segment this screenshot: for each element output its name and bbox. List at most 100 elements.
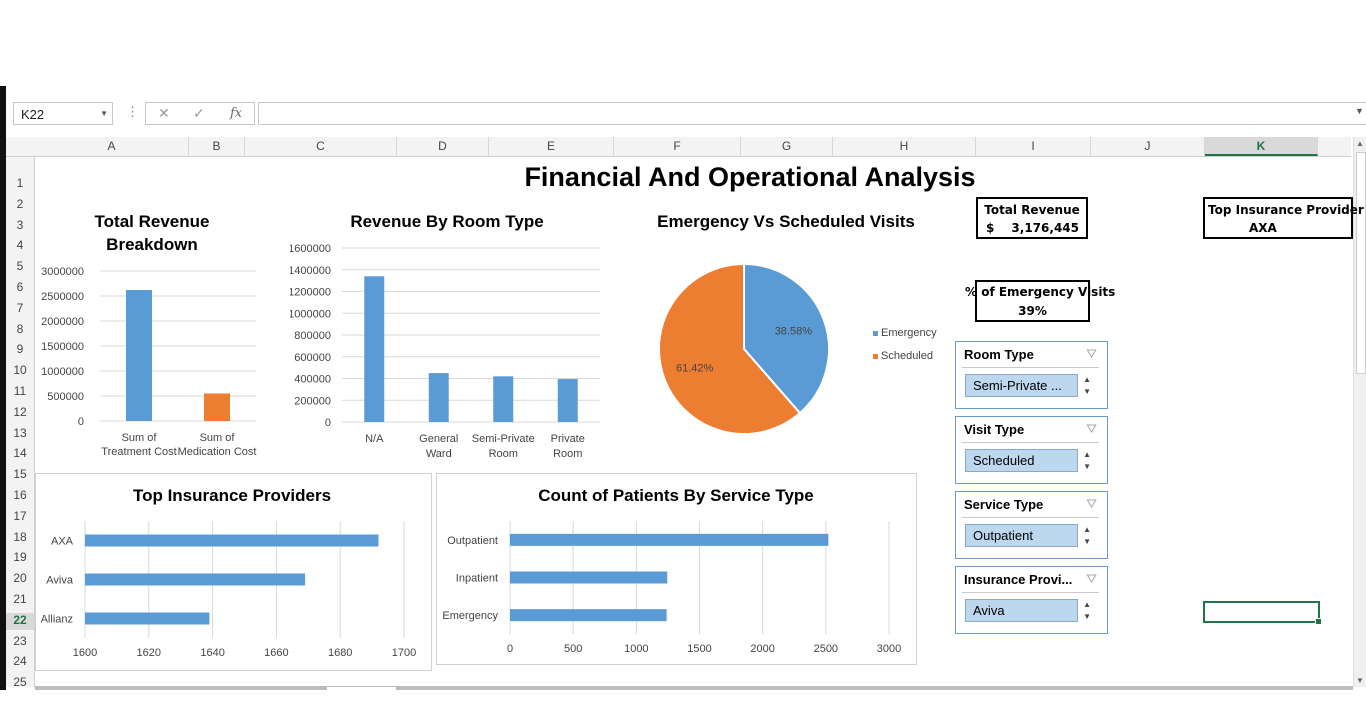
row-header-3[interactable]: 3 bbox=[16, 217, 24, 232]
row-header-14[interactable]: 14 bbox=[13, 446, 27, 461]
bar bbox=[126, 290, 152, 421]
kpi-top-insurance-value: AXA bbox=[1249, 221, 1277, 235]
window-edge bbox=[0, 86, 6, 690]
row-header-2[interactable]: 2 bbox=[16, 196, 24, 211]
cancel-icon[interactable]: ✕ bbox=[158, 105, 170, 121]
row-header-11[interactable]: 11 bbox=[13, 384, 27, 398]
slicer-item[interactable]: Outpatient bbox=[965, 524, 1078, 547]
kpi-total-revenue-label: Total Revenue bbox=[984, 203, 1080, 217]
row-header-25[interactable]: 25 bbox=[13, 675, 27, 690]
scroll-down-icon[interactable]: ▼ bbox=[1083, 462, 1091, 471]
column-header-h[interactable]: H bbox=[833, 137, 976, 156]
row-header-12[interactable]: 12 bbox=[13, 404, 27, 419]
column-header-i[interactable]: I bbox=[976, 137, 1091, 156]
insert-function-icon[interactable]: fx bbox=[230, 106, 243, 121]
clear-filter-icon[interactable]: ⛛ bbox=[1086, 571, 1097, 586]
y-tick-label: 1000000 bbox=[41, 366, 84, 378]
chart-panel-service bbox=[436, 473, 917, 665]
scroll-thumb[interactable] bbox=[1356, 152, 1366, 374]
column-header-k[interactable]: K bbox=[1205, 137, 1318, 156]
formula-input[interactable] bbox=[258, 102, 1366, 125]
scroll-up-icon[interactable]: ▲ bbox=[1083, 525, 1091, 534]
bar bbox=[428, 373, 449, 422]
row-header-10[interactable]: 10 bbox=[13, 363, 27, 378]
row-header-15[interactable]: 15 bbox=[13, 467, 27, 482]
row-header-9[interactable]: 9 bbox=[16, 342, 24, 357]
column-header-g[interactable]: G bbox=[741, 137, 833, 156]
row-header-5[interactable]: 5 bbox=[16, 259, 24, 274]
row-header-20[interactable]: 20 bbox=[13, 571, 27, 586]
row-header-22[interactable]: 22 bbox=[6, 612, 34, 630]
row-header-17[interactable]: 17 bbox=[13, 508, 27, 523]
clear-filter-icon[interactable]: ⛛ bbox=[1086, 421, 1097, 436]
y-tick-label: 1200000 bbox=[290, 287, 331, 299]
row-header-23[interactable]: 23 bbox=[13, 633, 27, 648]
chevron-down-icon[interactable]: ▼ bbox=[100, 109, 108, 118]
formula-bar-grip[interactable]: ⋮ bbox=[126, 104, 139, 119]
row-header-6[interactable]: 6 bbox=[16, 280, 24, 294]
row-header-bar: 1 2 3 4 5 6 7 8 9 10 11 12 13 14 15 16 17 18 19 20 21 22 23 24 2… bbox=[6, 157, 35, 689]
bar bbox=[85, 612, 210, 625]
scroll-down-icon[interactable]: ▼ bbox=[1083, 537, 1091, 546]
sheet-tabs-area[interactable] bbox=[35, 687, 327, 690]
row-header-8[interactable]: 8 bbox=[16, 321, 24, 336]
category-label: Ward bbox=[426, 448, 452, 460]
scroll-up-icon[interactable]: ▲ bbox=[1083, 375, 1091, 384]
row-header-13[interactable]: 13 bbox=[13, 425, 27, 440]
row-header-21[interactable]: 21 bbox=[13, 592, 27, 606]
column-header-j[interactable]: J bbox=[1091, 137, 1205, 156]
x-tick-label: 1600 bbox=[73, 647, 97, 659]
x-tick-label: 2500 bbox=[814, 643, 838, 655]
vertical-scrollbar[interactable]: ▲ ▼ bbox=[1353, 137, 1366, 687]
row-header-24[interactable]: 24 bbox=[13, 654, 27, 669]
pie-slice bbox=[743, 262, 830, 415]
category-label: AXA bbox=[51, 536, 74, 548]
pie-slice bbox=[658, 262, 802, 435]
bar bbox=[510, 533, 829, 546]
slicer-item[interactable]: Aviva bbox=[965, 599, 1078, 622]
scroll-up-icon[interactable]: ▲ bbox=[1083, 600, 1091, 609]
row-header-7[interactable]: 7 bbox=[16, 300, 24, 315]
kpi-total-revenue-value: 3,176,445 bbox=[1011, 221, 1079, 235]
slicer-divider bbox=[962, 367, 1099, 368]
slicer-item[interactable]: Semi-Private ... bbox=[965, 374, 1078, 397]
row-header-4[interactable]: 4 bbox=[16, 238, 24, 253]
scroll-up-icon[interactable]: ▲ bbox=[1083, 450, 1091, 459]
category-label: Room bbox=[489, 448, 518, 460]
name-box[interactable]: K22 ▼ bbox=[13, 102, 113, 125]
category-label: Semi-Private bbox=[472, 433, 535, 445]
column-header-d[interactable]: D bbox=[397, 137, 489, 156]
scroll-down-icon[interactable]: ▼ bbox=[1356, 676, 1364, 685]
expand-formula-bar-icon[interactable]: ▼ bbox=[1355, 106, 1364, 116]
scroll-down-icon[interactable]: ▼ bbox=[1083, 612, 1091, 621]
scroll-down-icon[interactable]: ▼ bbox=[1083, 387, 1091, 396]
scroll-up-icon[interactable]: ▲ bbox=[1356, 139, 1364, 148]
sheet-bottom-edge bbox=[35, 686, 1353, 687]
fill-handle[interactable] bbox=[1315, 618, 1322, 625]
y-tick-label: 500000 bbox=[47, 391, 84, 403]
enter-icon[interactable]: ✓ bbox=[193, 105, 205, 121]
horizontal-scrollbar[interactable] bbox=[396, 687, 1353, 690]
clear-filter-icon[interactable]: ⛛ bbox=[1086, 346, 1097, 361]
y-tick-label: 0 bbox=[78, 416, 84, 428]
x-tick-label: 1680 bbox=[328, 647, 352, 659]
row-header-16[interactable]: 16 bbox=[13, 488, 27, 502]
column-header-e[interactable]: E bbox=[489, 137, 614, 156]
bar bbox=[510, 609, 667, 622]
column-header-b[interactable]: B bbox=[189, 137, 245, 156]
row-header-1[interactable]: 1 bbox=[16, 176, 24, 190]
column-header-a[interactable]: A bbox=[35, 137, 189, 156]
column-header-c[interactable]: C bbox=[245, 137, 397, 156]
row-header-19[interactable]: 19 bbox=[13, 550, 27, 565]
clear-filter-icon[interactable]: ⛛ bbox=[1086, 496, 1097, 511]
y-tick-label: 1000000 bbox=[290, 308, 331, 320]
slicer-item[interactable]: Scheduled bbox=[965, 449, 1078, 472]
row-header-18[interactable]: 18 bbox=[13, 529, 27, 544]
active-cell-k22[interactable] bbox=[1203, 601, 1322, 625]
category-label: Sum of bbox=[122, 432, 158, 444]
column-header-f[interactable]: F bbox=[614, 137, 741, 156]
y-tick-label: 400000 bbox=[294, 374, 331, 386]
category-label: N/A bbox=[365, 433, 384, 445]
y-tick-label: 2500000 bbox=[41, 291, 84, 303]
